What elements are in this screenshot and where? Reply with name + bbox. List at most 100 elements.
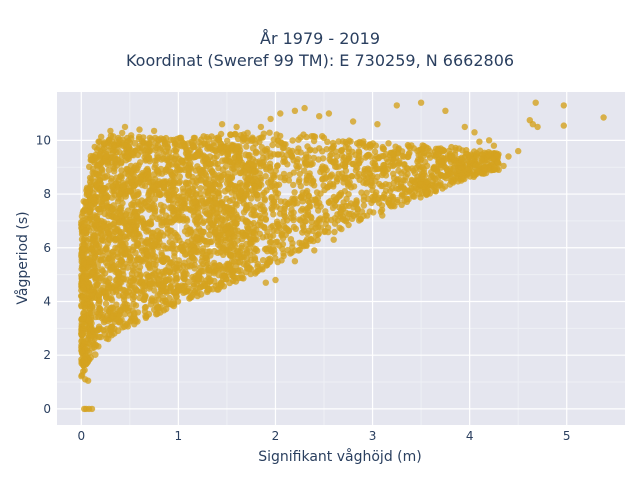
data-point	[380, 162, 387, 169]
data-point	[476, 138, 483, 145]
data-point	[151, 207, 159, 215]
data-point	[81, 356, 88, 364]
data-point	[333, 174, 340, 181]
data-point	[289, 240, 296, 247]
data-point	[178, 142, 186, 150]
data-point	[314, 194, 322, 202]
data-point	[329, 204, 337, 211]
data-point	[247, 235, 254, 242]
data-point	[310, 137, 318, 145]
data-point	[181, 259, 188, 267]
data-point	[308, 236, 315, 243]
data-point	[478, 156, 485, 163]
data-point	[303, 187, 311, 195]
data-point	[382, 172, 390, 179]
data-point	[177, 157, 185, 165]
data-point	[471, 129, 478, 136]
data-point	[234, 248, 242, 255]
data-point	[377, 153, 385, 160]
data-point	[219, 266, 227, 274]
y-tick-label: 6	[43, 241, 51, 255]
data-point	[404, 165, 412, 173]
data-point	[299, 192, 306, 199]
data-point	[110, 142, 118, 150]
data-point	[233, 123, 240, 131]
data-point	[360, 173, 367, 181]
data-point	[195, 139, 203, 146]
data-point	[80, 314, 87, 322]
data-point	[103, 294, 110, 301]
data-point	[302, 241, 310, 249]
y-axis-title: Vågperiod (s)	[14, 211, 31, 304]
data-point	[266, 258, 274, 266]
data-point	[166, 195, 173, 203]
data-point	[124, 154, 131, 162]
data-point	[98, 266, 106, 274]
data-point	[243, 218, 251, 226]
data-point	[266, 239, 274, 246]
data-point	[106, 236, 113, 244]
data-point	[134, 179, 142, 187]
data-point	[382, 150, 390, 158]
data-point	[88, 405, 96, 413]
data-point	[259, 234, 267, 241]
data-point	[108, 296, 116, 304]
data-point	[224, 170, 232, 178]
data-point	[95, 205, 103, 213]
data-point	[263, 154, 270, 161]
data-point	[157, 135, 165, 143]
data-point	[144, 196, 152, 204]
data-point	[190, 143, 197, 151]
data-point	[443, 172, 450, 179]
data-point	[238, 182, 246, 189]
data-point	[420, 149, 427, 156]
data-point	[138, 287, 146, 295]
data-point	[257, 174, 264, 181]
data-point	[236, 154, 244, 161]
data-point	[447, 165, 454, 172]
data-point	[211, 159, 219, 167]
data-point	[439, 146, 447, 154]
data-point	[217, 229, 225, 237]
data-point	[461, 123, 468, 131]
data-point	[171, 265, 179, 273]
data-point	[144, 238, 151, 246]
data-point	[85, 217, 93, 224]
data-point	[99, 187, 106, 195]
data-point	[209, 285, 217, 293]
data-point	[236, 169, 244, 177]
data-point	[83, 291, 91, 299]
data-point	[189, 254, 197, 262]
data-point	[166, 275, 173, 282]
data-point	[338, 147, 345, 154]
data-point	[118, 257, 125, 265]
data-point	[197, 168, 204, 176]
data-point	[494, 159, 502, 166]
data-point	[262, 279, 269, 286]
data-point	[108, 194, 116, 201]
data-point	[95, 138, 102, 145]
data-point	[256, 266, 264, 273]
data-point	[237, 187, 245, 195]
data-point	[90, 170, 98, 178]
data-point	[182, 250, 190, 258]
data-point	[105, 285, 113, 292]
data-point	[155, 296, 162, 303]
data-point	[170, 190, 178, 197]
data-point	[104, 317, 112, 325]
data-point	[137, 271, 144, 279]
data-point	[127, 135, 135, 142]
data-point	[288, 153, 296, 160]
data-point	[299, 229, 306, 236]
data-point	[127, 178, 135, 186]
data-point	[364, 151, 372, 159]
data-point	[221, 187, 229, 195]
data-point	[162, 134, 170, 142]
data-point	[114, 316, 122, 324]
data-point	[466, 152, 474, 159]
data-point	[294, 148, 301, 155]
data-point	[255, 135, 263, 142]
data-point	[229, 214, 237, 221]
data-point	[90, 178, 98, 186]
data-point	[217, 221, 225, 229]
